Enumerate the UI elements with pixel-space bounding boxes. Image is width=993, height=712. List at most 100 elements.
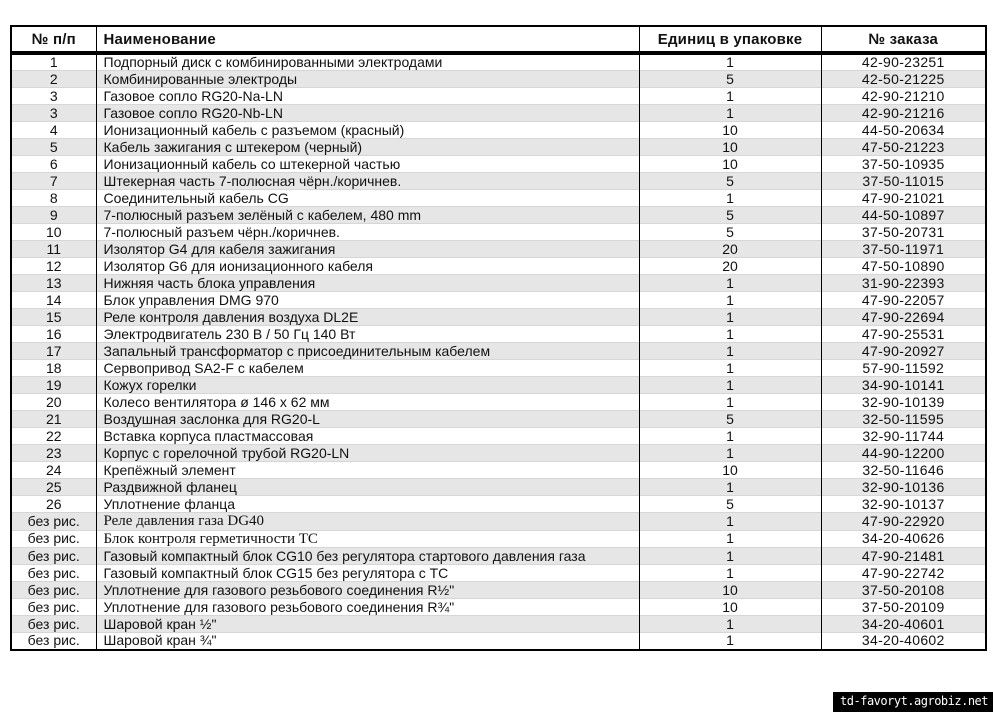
row-units-per-pack: 10 [638, 581, 821, 599]
row-item-number: без рис. [10, 581, 96, 599]
row-item-number: 26 [10, 495, 96, 513]
table-row: 17 Запальный трансформатор с присоедините… [10, 342, 986, 360]
row-item-number: 6 [10, 155, 96, 173]
row-order-number: 47-90-20927 [820, 342, 986, 360]
row-item-number: без рис. [10, 547, 96, 565]
row-units-per-pack: 1 [638, 376, 821, 394]
row-units-per-pack: 5 [638, 70, 821, 88]
row-units-per-pack: 1 [638, 291, 821, 309]
row-name: Штекерная часть 7-полюсная чёрн./коричне… [95, 172, 639, 190]
row-item-number: без рис. [10, 529, 96, 548]
row-item-number: 13 [10, 274, 96, 292]
row-units-per-pack: 1 [638, 478, 821, 496]
row-order-number: 37-50-11015 [820, 172, 986, 190]
row-name: Ионизационный кабель с разъемом (красный… [95, 121, 639, 139]
table-row: 4 Ионизационный кабель с разъемом (красны… [10, 121, 986, 139]
row-order-number: 44-90-12200 [820, 444, 986, 462]
table-row: без рис. Шаровой кран ½" 1 34-20-40601 [10, 615, 986, 633]
row-item-number: 23 [10, 444, 96, 462]
row-name: Уплотнение фланца [95, 495, 639, 513]
parts-table: № п/п Наименование Единиц в упаковке № з… [10, 25, 987, 651]
table-row: 7 Штекерная часть 7-полюсная чёрн./коричн… [10, 172, 986, 190]
row-order-number: 44-50-10897 [820, 206, 986, 224]
table-row: 19 Кожух горелки 1 34-90-10141 [10, 376, 986, 394]
row-units-per-pack: 1 [638, 325, 821, 343]
column-header-item-number: № п/п [10, 26, 96, 55]
row-order-number: 32-50-11595 [820, 410, 986, 428]
table-row: без рис. Блок контроля герметичности ТС 1 3… [10, 529, 986, 548]
row-name: Электродвигатель 230 В / 50 Гц 140 Вт [95, 325, 639, 343]
table-body: 1 Подпорный диск с комбинированными элект… [10, 52, 986, 650]
row-item-number: без рис. [10, 632, 96, 650]
row-item-number: 24 [10, 461, 96, 479]
row-order-number: 47-90-25531 [820, 325, 986, 343]
row-item-number: 11 [10, 240, 96, 258]
table-row: 9 7-полюсный разъем зелёный с кабелем, 48… [10, 206, 986, 224]
table-row: 2 Комбинированные электроды 5 42-50-21225 [10, 70, 986, 88]
row-name: Уплотнение для газового резьбового соеди… [95, 598, 639, 616]
table-row: без рис. Реле давления газа DG40 1 47-90-22… [10, 512, 986, 531]
row-name: Реле контроля давления воздуха DL2E [95, 308, 639, 326]
row-name: 7-полюсный разъем зелёный с кабелем, 480… [95, 206, 639, 224]
row-item-number: 17 [10, 342, 96, 360]
row-units-per-pack: 1 [638, 87, 821, 105]
row-name: Соединительный кабель CG [95, 189, 639, 207]
row-order-number: 37-50-11971 [820, 240, 986, 258]
row-item-number: 2 [10, 70, 96, 88]
row-name: Изолятор G4 для кабеля зажигания [95, 240, 639, 258]
row-item-number: 1 [10, 52, 96, 71]
row-name: Реле давления газа DG40 [95, 512, 639, 531]
row-item-number: 9 [10, 206, 96, 224]
table-row: 11 Изолятор G4 для кабеля зажигания 20 37-5… [10, 240, 986, 258]
row-name: Ионизационный кабель со штекерной частью [95, 155, 639, 173]
row-units-per-pack: 1 [638, 52, 821, 71]
row-item-number: 8 [10, 189, 96, 207]
row-order-number: 47-90-22057 [820, 291, 986, 309]
row-order-number: 47-90-21021 [820, 189, 986, 207]
table-row: 22 Вставка корпуса пластмассовая 1 32-90-11… [10, 427, 986, 445]
table-row: 13 Нижняя часть блока управления 1 31-90-22… [10, 274, 986, 292]
row-name: Шаровой кран ¾" [95, 632, 639, 650]
row-item-number: 4 [10, 121, 96, 139]
row-order-number: 32-90-10137 [820, 495, 986, 513]
table-row: 24 Крепёжный элемент 10 32-50-11646 [10, 461, 986, 479]
row-item-number: 14 [10, 291, 96, 309]
row-item-number: 18 [10, 359, 96, 377]
row-item-number: 19 [10, 376, 96, 394]
table-row: без рис. Уплотнение для газового резьбово… [10, 581, 986, 599]
row-units-per-pack: 1 [638, 359, 821, 377]
row-units-per-pack: 20 [638, 257, 821, 275]
row-name: Подпорный диск с комбинированными электр… [95, 52, 639, 71]
table-row: 8 Соединительный кабель CG 1 47-90-21021 [10, 189, 986, 207]
row-order-number: 37-50-10935 [820, 155, 986, 173]
header-row: № п/п Наименование Единиц в упаковке № з… [10, 26, 986, 55]
row-order-number: 47-50-21223 [820, 138, 986, 156]
row-units-per-pack: 5 [638, 206, 821, 224]
row-item-number: без рис. [10, 564, 96, 582]
row-order-number: 57-90-11592 [820, 359, 986, 377]
row-item-number: 16 [10, 325, 96, 343]
table-row: 5 Кабель зажигания с штекером (черный) 10 4… [10, 138, 986, 156]
row-units-per-pack: 10 [638, 598, 821, 616]
table-row: 6 Ионизационный кабель со штекерной часть… [10, 155, 986, 173]
row-order-number: 47-90-22694 [820, 308, 986, 326]
table-row: без рис. Уплотнение для газового резьбово… [10, 598, 986, 616]
row-order-number: 42-90-21216 [820, 104, 986, 122]
table-row: 23 Корпус с горелочной трубой RG20-LN 1 44-… [10, 444, 986, 462]
table-row: 21 Воздушная заслонка для RG20-L 5 32-50-11… [10, 410, 986, 428]
row-name: Газовое сопло RG20-Na-LN [95, 87, 639, 105]
table-row: 15 Реле контроля давления воздуха DL2E 1 47… [10, 308, 986, 326]
row-item-number: без рис. [10, 598, 96, 616]
row-units-per-pack: 10 [638, 155, 821, 173]
row-units-per-pack: 10 [638, 121, 821, 139]
row-order-number: 31-90-22393 [820, 274, 986, 292]
row-name: Блок контроля герметичности ТС [95, 529, 639, 548]
row-units-per-pack: 10 [638, 461, 821, 479]
row-item-number: 7 [10, 172, 96, 190]
row-item-number: 22 [10, 427, 96, 445]
row-units-per-pack: 1 [638, 342, 821, 360]
row-name: Шаровой кран ½" [95, 615, 639, 633]
row-name: Газовый компактный блок CG15 без регулят… [95, 564, 639, 582]
row-order-number: 44-50-20634 [820, 121, 986, 139]
table-row: 12 Изолятор G6 для ионизационного кабеля 2… [10, 257, 986, 275]
